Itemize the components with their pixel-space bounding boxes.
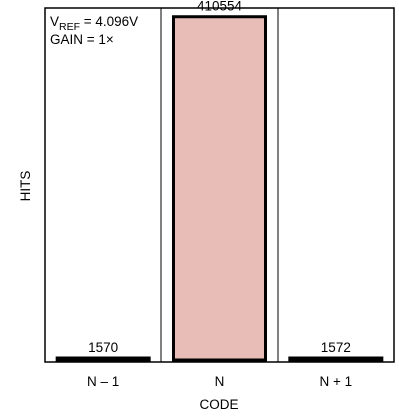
- bar-value-label-3: 1572: [321, 340, 351, 355]
- bar-series: 1570 N – 1 410554 N 1572 N + 1: [55, 0, 384, 389]
- bar-3: [288, 356, 384, 362]
- plot-frame: [44, 7, 395, 363]
- bar-1: [55, 356, 151, 362]
- x-tick-label-2: N: [215, 374, 225, 389]
- bar-value-label-1: 1570: [88, 340, 118, 355]
- x-axis-label: CODE: [199, 397, 238, 412]
- vref-annotation: VREF = 4.096V: [50, 14, 138, 33]
- bar-2: [172, 15, 267, 362]
- x-tick-label-1: N – 1: [87, 374, 119, 389]
- vref-value: = 4.096V: [80, 14, 138, 29]
- bar-value-label-2: 410554: [197, 0, 243, 14]
- gain-annotation: GAIN = 1×: [50, 32, 114, 47]
- vref-prefix: V: [50, 14, 59, 29]
- y-axis-label: HITS: [18, 171, 33, 202]
- vref-subscript: REF: [59, 21, 80, 33]
- x-tick-label-3: N + 1: [320, 374, 353, 389]
